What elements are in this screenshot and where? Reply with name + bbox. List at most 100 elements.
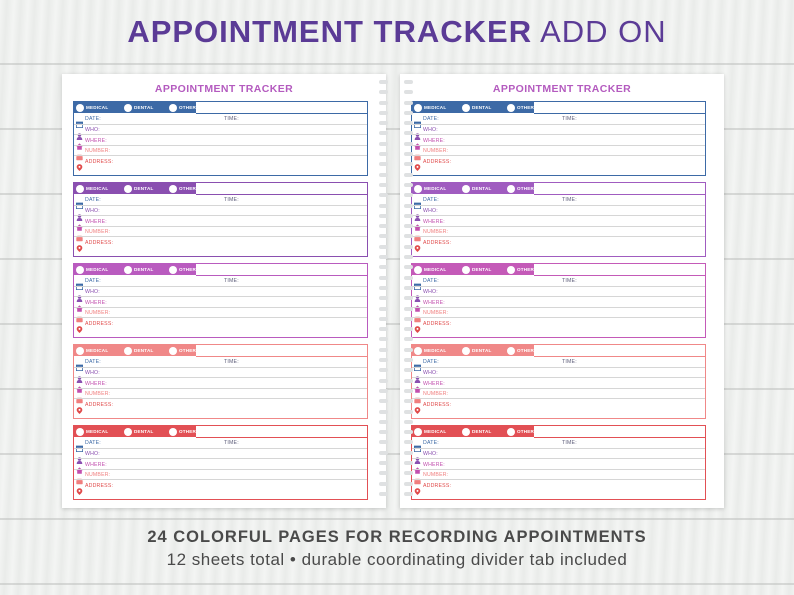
checkbox-circle-icon[interactable] — [414, 346, 422, 355]
checkbox-circle-icon[interactable] — [169, 346, 177, 355]
appointment-type-option[interactable]: DENTAL — [462, 184, 492, 193]
checkbox-circle-icon[interactable] — [76, 265, 84, 274]
field-row[interactable]: ADDRESS: — [74, 479, 367, 495]
checkbox-circle-icon[interactable] — [124, 427, 132, 436]
appointment-type-option[interactable]: OTHER: — [169, 184, 198, 193]
checkbox-circle-icon[interactable] — [507, 265, 515, 274]
option-label: OTHER: — [179, 429, 198, 434]
appointment-type-option[interactable]: MEDICAL — [414, 346, 446, 355]
field-row[interactable]: DATE: TIME: — [412, 194, 705, 210]
field-row[interactable]: ADDRESS: — [412, 479, 705, 495]
checkbox-circle-icon[interactable] — [507, 103, 515, 112]
binder-hole — [404, 193, 413, 198]
field-row[interactable]: WHO: — [412, 204, 705, 221]
appointment-type-option[interactable]: MEDICAL — [414, 103, 446, 112]
appointment-type-option[interactable]: MEDICAL — [414, 427, 446, 436]
appointment-type-option[interactable]: DENTAL — [124, 265, 154, 274]
appointment-type-option[interactable]: MEDICAL — [76, 184, 108, 193]
field-row[interactable]: DATE: TIME: — [74, 275, 367, 291]
checkbox-circle-icon[interactable] — [124, 184, 132, 193]
appointment-type-option[interactable]: OTHER: — [507, 346, 536, 355]
appointment-card: MEDICAL DENTAL OTHER: DATE: TIME: WHO: WHERE: N… — [73, 425, 368, 500]
option-label: DENTAL — [134, 186, 154, 191]
checkbox-circle-icon[interactable] — [169, 184, 177, 193]
appointment-type-option[interactable]: OTHER: — [507, 427, 536, 436]
checkbox-circle-icon[interactable] — [414, 184, 422, 193]
time-label: TIME: — [224, 277, 239, 284]
appointment-type-option[interactable]: MEDICAL — [76, 427, 108, 436]
field-row[interactable]: ADDRESS: — [74, 155, 367, 171]
checkbox-circle-icon[interactable] — [414, 265, 422, 274]
appointment-type-option[interactable]: MEDICAL — [414, 265, 446, 274]
field-label: DATE: — [85, 358, 101, 365]
appointment-type-option[interactable]: OTHER: — [507, 184, 536, 193]
appointment-type-option[interactable]: OTHER: — [169, 427, 198, 436]
planner-page-left: APPOINTMENT TRACKER MEDICAL DENTAL OTHER: D… — [62, 74, 386, 508]
field-row[interactable]: ADDRESS: — [412, 317, 705, 333]
field-row[interactable]: DATE: TIME: — [74, 356, 367, 372]
field-row[interactable]: ADDRESS: — [412, 398, 705, 414]
appointment-type-option[interactable]: DENTAL — [124, 427, 154, 436]
checkbox-circle-icon[interactable] — [76, 184, 84, 193]
appointment-type-option[interactable]: MEDICAL — [76, 103, 108, 112]
checkbox-circle-icon[interactable] — [76, 346, 84, 355]
appointment-type-option[interactable]: OTHER: — [169, 346, 198, 355]
appointment-type-option[interactable]: OTHER: — [169, 265, 198, 274]
checkbox-circle-icon[interactable] — [124, 103, 132, 112]
checkbox-circle-icon[interactable] — [169, 103, 177, 112]
appointment-type-option[interactable]: OTHER: — [507, 103, 536, 112]
field-row[interactable]: DATE: TIME: — [412, 113, 705, 129]
appointment-type-option[interactable]: DENTAL — [462, 103, 492, 112]
field-row[interactable]: ADDRESS: — [74, 398, 367, 414]
appointment-type-option[interactable]: MEDICAL — [414, 184, 446, 193]
option-label: OTHER: — [179, 348, 198, 353]
checkbox-circle-icon[interactable] — [414, 103, 422, 112]
field-label: WHO: — [423, 289, 438, 295]
house-icon — [76, 218, 83, 231]
option-label: MEDICAL — [424, 186, 447, 191]
field-row[interactable]: ADDRESS: — [412, 236, 705, 252]
checkbox-circle-icon[interactable] — [462, 103, 470, 112]
binder-hole — [379, 152, 388, 157]
field-row[interactable]: ADDRESS: — [74, 236, 367, 252]
appointment-type-option[interactable]: DENTAL — [124, 184, 154, 193]
field-row[interactable]: NUMBER: — [412, 144, 705, 160]
field-row[interactable]: ADDRESS: — [412, 155, 705, 171]
checkbox-circle-icon[interactable] — [124, 265, 132, 274]
checkbox-circle-icon[interactable] — [462, 427, 470, 436]
field-row[interactable]: NUMBER: — [74, 387, 367, 403]
appointment-type-option[interactable]: DENTAL — [462, 346, 492, 355]
checkbox-circle-icon[interactable] — [462, 265, 470, 274]
checkbox-circle-icon[interactable] — [76, 427, 84, 436]
appointment-type-option[interactable]: MEDICAL — [76, 346, 108, 355]
field-row[interactable]: DATE: TIME: — [74, 437, 367, 453]
binder-hole — [379, 234, 388, 239]
appointment-type-option[interactable]: MEDICAL — [76, 265, 108, 274]
checkbox-circle-icon[interactable] — [462, 184, 470, 193]
field-row[interactable]: WHO: — [412, 285, 705, 302]
field-row[interactable]: ADDRESS: — [74, 317, 367, 333]
appointment-type-option[interactable]: OTHER: — [507, 265, 536, 274]
checkbox-circle-icon[interactable] — [507, 184, 515, 193]
checkbox-circle-icon[interactable] — [169, 427, 177, 436]
location-pin-icon — [76, 320, 83, 333]
checkbox-circle-icon[interactable] — [414, 427, 422, 436]
field-row[interactable]: DATE: TIME: — [74, 113, 367, 129]
checkbox-circle-icon[interactable] — [124, 346, 132, 355]
appointment-type-option[interactable]: DENTAL — [462, 265, 492, 274]
appointment-type-option[interactable]: DENTAL — [124, 103, 154, 112]
checkbox-circle-icon[interactable] — [169, 265, 177, 274]
appointment-type-option[interactable]: OTHER: — [169, 103, 198, 112]
checkbox-circle-icon[interactable] — [507, 427, 515, 436]
field-row[interactable]: DATE: TIME: — [412, 356, 705, 372]
checkbox-circle-icon[interactable] — [76, 103, 84, 112]
checkbox-circle-icon[interactable] — [462, 346, 470, 355]
field-row[interactable]: DATE: TIME: — [74, 194, 367, 210]
field-row[interactable]: DATE: TIME: — [412, 437, 705, 453]
checkbox-circle-icon[interactable] — [507, 346, 515, 355]
calendar-icon — [413, 277, 422, 291]
field-row[interactable]: DATE: TIME: — [412, 275, 705, 291]
calendar-icon — [75, 115, 84, 129]
appointment-type-option[interactable]: DENTAL — [462, 427, 492, 436]
appointment-type-option[interactable]: DENTAL — [124, 346, 154, 355]
